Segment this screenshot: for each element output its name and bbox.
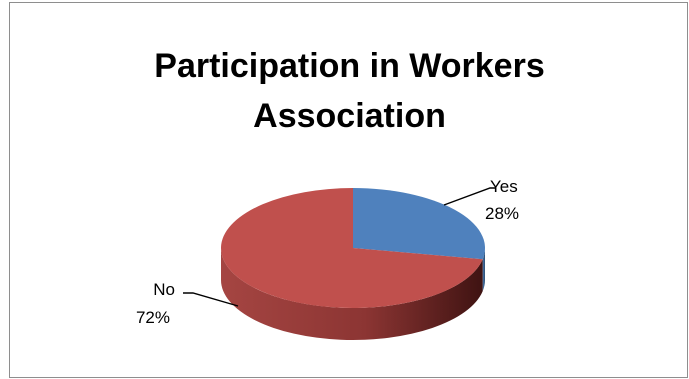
chart-title: Participation in Workers Association bbox=[10, 41, 689, 141]
leader-line-yes bbox=[443, 187, 496, 206]
pie-slice-yes bbox=[353, 188, 486, 260]
chart-title-line-1: Participation in Workers bbox=[154, 47, 545, 85]
pie-sides bbox=[221, 248, 485, 341]
pie-slice-no bbox=[221, 188, 483, 308]
pie-labels: Yes 28% No 72% bbox=[136, 177, 519, 327]
data-label-category-yes: Yes bbox=[490, 177, 518, 196]
pie-side-no bbox=[221, 248, 483, 341]
pie-top bbox=[221, 188, 486, 308]
chart-title-line-2: Association bbox=[253, 97, 446, 135]
pie-side-yes bbox=[482, 248, 485, 292]
leader-line-no bbox=[183, 292, 239, 307]
data-label-percent-no: 72% bbox=[136, 308, 170, 327]
data-label-percent-yes: 28% bbox=[485, 204, 519, 223]
data-label-category-no: No bbox=[153, 280, 175, 299]
